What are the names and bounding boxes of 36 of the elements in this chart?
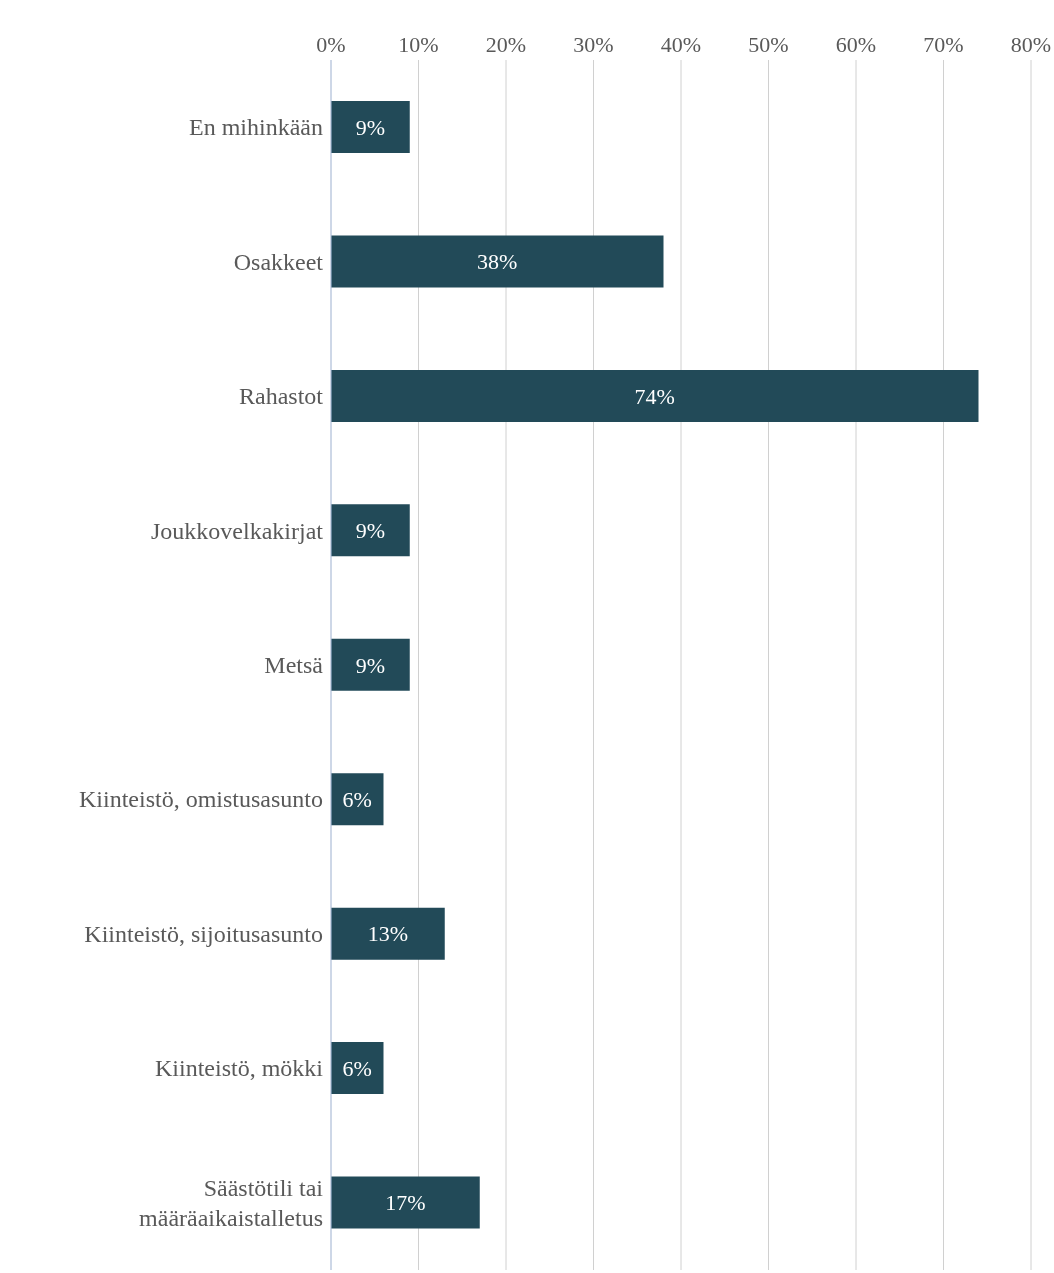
- y-tick-label: Metsä: [264, 652, 324, 678]
- data-label: 9%: [355, 652, 386, 678]
- x-tick-label: 30%: [573, 32, 614, 57]
- x-tick-label: 80%: [1010, 32, 1052, 57]
- x-tick-label: 60%: [835, 32, 877, 57]
- x-tick-label: 70%: [923, 32, 964, 57]
- y-tick-label: Kiinteistö, sijoitusasunto: [84, 920, 323, 947]
- y-tick-label: Kiinteistö, omistusasunto: [78, 786, 323, 813]
- data-label: 74%: [634, 383, 675, 409]
- x-tick-label: 10%: [398, 32, 439, 57]
- bar: [331, 638, 410, 691]
- data-label: 6%: [342, 1055, 372, 1081]
- x-tick-label: 20%: [485, 32, 527, 57]
- bar: [331, 369, 979, 422]
- data-label: 6%: [342, 787, 372, 813]
- data-label: 17%: [385, 1190, 426, 1216]
- bar: [331, 1042, 384, 1095]
- data-label: 38%: [477, 249, 518, 275]
- y-tick-label: Rahastot: [239, 383, 324, 410]
- y-tick-label: Säästötili tai määräaikaistalletus: [139, 1174, 324, 1231]
- bar: [331, 235, 664, 288]
- data-label: 9%: [355, 518, 386, 544]
- x-tick-label: 40%: [660, 32, 702, 57]
- bar: [331, 907, 445, 960]
- x-tick-label: 50%: [748, 32, 789, 57]
- bar: [331, 101, 410, 153]
- y-tick-label: En mihinkään: [189, 114, 323, 141]
- data-label: 13%: [367, 921, 409, 947]
- y-tick-label: Osakkeet: [233, 248, 324, 275]
- y-tick-label: Kiinteistö, mökki: [155, 1055, 324, 1082]
- data-label: 9%: [355, 114, 386, 140]
- bar: [331, 504, 410, 557]
- y-tick-label: Joukkovelkakirjat: [151, 517, 324, 544]
- bar: [331, 1176, 480, 1229]
- bar: [331, 773, 384, 826]
- x-tick-label: 0%: [316, 32, 346, 57]
